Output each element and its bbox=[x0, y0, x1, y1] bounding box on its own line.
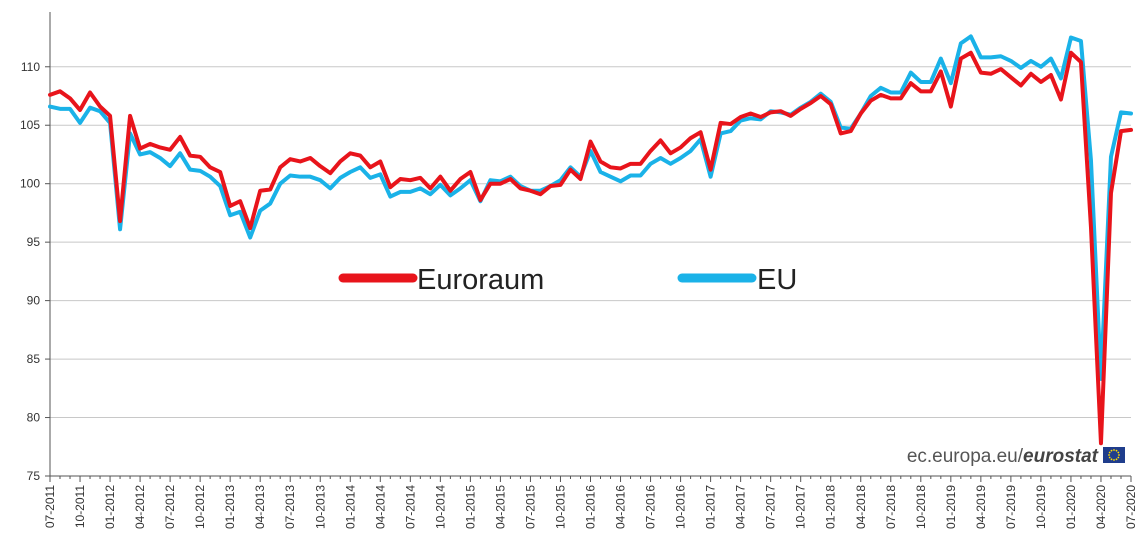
eu-flag-star bbox=[1117, 456, 1120, 459]
x-tick-label-04-2017: 04-2017 bbox=[734, 485, 748, 529]
x-tick-label-10-2014: 10-2014 bbox=[433, 485, 447, 529]
source-credit: ec.europa.eu/eurostat bbox=[907, 446, 1125, 467]
x-tick-label-04-2018: 04-2018 bbox=[854, 485, 868, 529]
x-tick-label-10-2015: 10-2015 bbox=[553, 485, 567, 529]
x-tick-label-07-2014: 07-2014 bbox=[403, 485, 417, 529]
series-layer bbox=[48, 34, 1133, 446]
x-tick-label-01-2017: 01-2017 bbox=[704, 485, 718, 529]
x-tick-label-01-2015: 01-2015 bbox=[463, 485, 477, 529]
grid-layer bbox=[50, 66, 1131, 419]
x-tick-label-01-2019: 01-2019 bbox=[944, 485, 958, 529]
eu-flag-star bbox=[1108, 451, 1111, 454]
y-tick-label-95: 95 bbox=[27, 235, 41, 249]
legend-label-eu: EU bbox=[757, 264, 797, 296]
x-tick-label-10-2011: 10-2011 bbox=[73, 485, 87, 528]
y-tick-label-105: 105 bbox=[20, 118, 40, 132]
x-tick-label-07-2020: 07-2020 bbox=[1124, 485, 1138, 529]
series-line-eu bbox=[48, 34, 1133, 381]
x-tick-label-07-2017: 07-2017 bbox=[764, 485, 778, 529]
x-tick-label-10-2018: 10-2018 bbox=[914, 485, 928, 529]
eu-flag-star bbox=[1108, 456, 1111, 459]
x-tick-label-01-2016: 01-2016 bbox=[584, 485, 598, 529]
eu-flag-star bbox=[1115, 458, 1118, 461]
y-tick-label-85: 85 bbox=[27, 352, 41, 366]
eu-flag-star bbox=[1110, 458, 1113, 461]
x-tick-label-04-2016: 04-2016 bbox=[614, 485, 628, 529]
y-tick-label-110: 110 bbox=[21, 60, 40, 74]
x-tick-label-07-2011: 07-2011 bbox=[43, 485, 57, 528]
x-tick-label-10-2012: 10-2012 bbox=[193, 485, 207, 529]
x-tick-label-07-2018: 07-2018 bbox=[884, 485, 898, 529]
eu-flag-star bbox=[1118, 454, 1120, 456]
x-tick-label-04-2015: 04-2015 bbox=[493, 485, 507, 529]
source-text: ec.europa.eu/eurostat bbox=[907, 446, 1099, 467]
x-tick-label-04-2019: 04-2019 bbox=[974, 485, 988, 529]
source-prefix: ec.europa.eu/ bbox=[907, 446, 1024, 467]
x-tick-label-01-2014: 01-2014 bbox=[343, 485, 357, 529]
eu-flag-background bbox=[1103, 447, 1125, 463]
x-tick-label-07-2019: 07-2019 bbox=[1004, 485, 1018, 529]
legend: Euroraum EU bbox=[338, 264, 797, 296]
x-tick-label-04-2013: 04-2013 bbox=[253, 485, 267, 529]
eu-flag-star bbox=[1108, 454, 1110, 456]
x-tick-label-01-2013: 01-2013 bbox=[223, 485, 237, 529]
x-tick-label-07-2015: 07-2015 bbox=[523, 485, 537, 529]
x-tick-label-07-2013: 07-2013 bbox=[283, 485, 297, 529]
eu-flag-star bbox=[1115, 449, 1118, 452]
x-tick-label-10-2013: 10-2013 bbox=[313, 485, 327, 529]
eu-flag-star bbox=[1113, 449, 1115, 451]
x-tick-label-01-2020: 01-2020 bbox=[1064, 485, 1078, 529]
eu-flag-star bbox=[1117, 451, 1120, 454]
x-tick-label-01-2012: 01-2012 bbox=[103, 485, 117, 529]
x-tick-label-04-2020: 04-2020 bbox=[1094, 485, 1108, 529]
x-tick-label-07-2012: 07-2012 bbox=[163, 485, 177, 529]
axis-layer: 75 80 85 90 95 100 105 110 07-2011 10-2011 01-2012… bbox=[20, 12, 1138, 529]
y-tick-label-75: 75 bbox=[27, 469, 41, 483]
legend-label-euroraum: Euroraum bbox=[417, 264, 544, 296]
y-tick-label-90: 90 bbox=[27, 294, 41, 308]
x-tick-label-10-2019: 10-2019 bbox=[1034, 485, 1048, 529]
x-tick-label-10-2017: 10-2017 bbox=[794, 485, 808, 529]
y-tick-label-80: 80 bbox=[27, 411, 41, 425]
x-tick-label-07-2016: 07-2016 bbox=[644, 485, 658, 529]
eu-flag-icon bbox=[1103, 447, 1125, 463]
eu-flag-star bbox=[1110, 449, 1113, 452]
x-tick-label-10-2016: 10-2016 bbox=[674, 485, 688, 529]
x-tick-label-04-2014: 04-2014 bbox=[373, 485, 387, 529]
x-tick-label-04-2012: 04-2012 bbox=[133, 485, 147, 529]
source-brand: eurostat bbox=[1023, 446, 1099, 467]
x-tick-label-01-2018: 01-2018 bbox=[824, 485, 838, 529]
series-line-euroraum bbox=[48, 50, 1133, 446]
y-tick-label-100: 100 bbox=[20, 177, 40, 191]
eu-flag-star bbox=[1113, 459, 1115, 461]
